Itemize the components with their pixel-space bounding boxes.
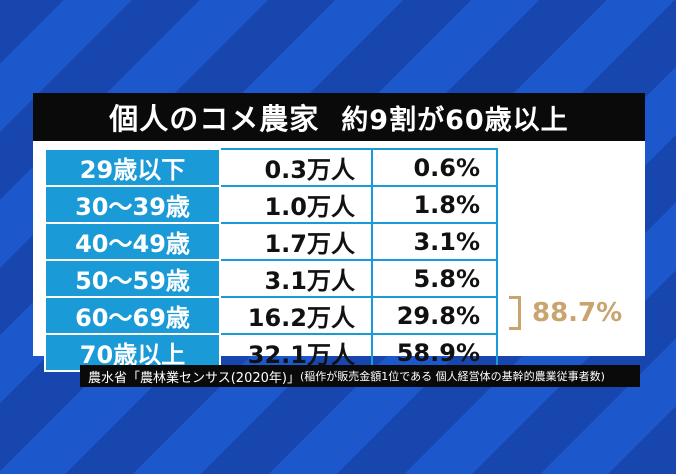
table-row: 50〜59歳 3.1万人 5.8% bbox=[44, 259, 498, 298]
age-cell: 50〜59歳 bbox=[44, 259, 221, 298]
table-row: 60〜69歳 16.2万人 29.8% bbox=[44, 296, 498, 335]
age-table: 29歳以下 0.3万人 0.6% 30〜39歳 1.0万人 1.8% 40〜49歳 1.7万人… bbox=[44, 148, 498, 372]
source-bar: 農水省「農林業センサス(2020年)」 (稲作が販売金額1位である 個人経営体の… bbox=[80, 365, 640, 387]
age-cell: 40〜49歳 bbox=[44, 222, 221, 261]
table-row: 30〜39歳 1.0万人 1.8% bbox=[44, 185, 498, 224]
count-cell: 1.7万人 bbox=[219, 222, 373, 261]
pct-cell: 5.8% bbox=[371, 259, 498, 298]
title-main: 個人のコメ農家 bbox=[109, 102, 320, 136]
count-cell: 0.3万人 bbox=[219, 148, 373, 187]
pct-cell: 0.6% bbox=[371, 148, 498, 187]
source-note: (稲作が販売金額1位である 個人経営体の基幹的農業従事者数) bbox=[299, 370, 605, 383]
table-row: 29歳以下 0.3万人 0.6% bbox=[44, 148, 498, 187]
table-row: 40〜49歳 1.7万人 3.1% bbox=[44, 222, 498, 261]
age-cell: 60〜69歳 bbox=[44, 296, 221, 335]
bracket-mark bbox=[509, 296, 521, 330]
age-cell: 29歳以下 bbox=[44, 148, 221, 187]
pct-cell: 29.8% bbox=[371, 296, 498, 335]
title-sub: 約9割が60歳以上 bbox=[341, 104, 569, 136]
pct-cell: 1.8% bbox=[371, 185, 498, 224]
title-bar: 個人のコメ農家 約9割が60歳以上 bbox=[33, 93, 645, 141]
age-cell: 30〜39歳 bbox=[44, 185, 221, 224]
count-cell: 1.0万人 bbox=[219, 185, 373, 224]
count-cell: 3.1万人 bbox=[219, 259, 373, 298]
source-main: 農水省「農林業センサス(2020年)」 bbox=[88, 370, 300, 386]
bracket-label: 88.7% bbox=[532, 298, 623, 328]
pct-cell: 3.1% bbox=[371, 222, 498, 261]
count-cell: 16.2万人 bbox=[219, 296, 373, 335]
